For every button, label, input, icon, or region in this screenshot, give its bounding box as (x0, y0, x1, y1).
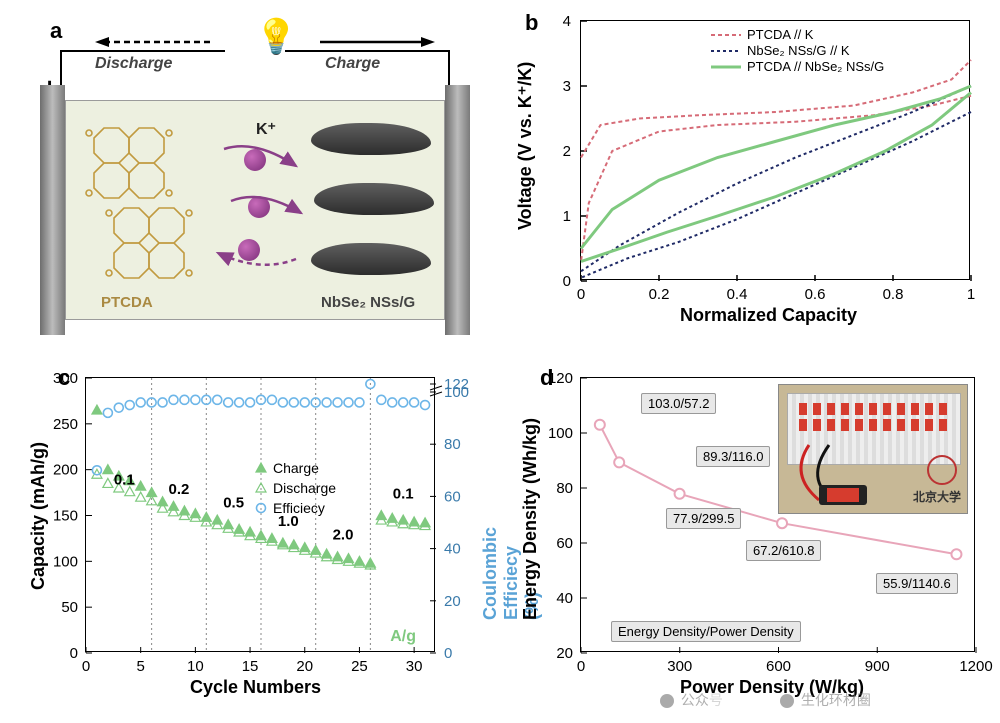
chart-b: 00.20.40.60.8101234PTCDA // KNbSe₂ NSs/G… (580, 20, 970, 280)
svg-text:40: 40 (556, 590, 573, 607)
ragone-tag: 55.9/1140.6 (876, 573, 958, 594)
circuit-top: 💡 Discharge Charge (60, 25, 450, 95)
svg-text:0: 0 (577, 658, 585, 675)
svg-text:2: 2 (563, 143, 571, 160)
ptcda-label: PTCDA (101, 294, 153, 311)
charge-text: Charge (325, 55, 380, 73)
svg-text:Charge: Charge (273, 460, 319, 476)
panel-b-ylabel: Voltage (V vs. K⁺/K) (515, 62, 536, 230)
svg-text:0: 0 (82, 658, 90, 675)
bulb-icon: 💡 (255, 17, 297, 57)
svg-text:0.4: 0.4 (727, 286, 748, 303)
svg-text:0.1: 0.1 (114, 472, 135, 489)
svg-text:PTCDA // K: PTCDA // K (747, 27, 814, 42)
svg-text:20: 20 (444, 593, 461, 610)
svg-text:40: 40 (444, 541, 461, 558)
ragone-tag: 89.3/116.0 (696, 446, 770, 467)
svg-text:0.2: 0.2 (169, 481, 190, 498)
discharge-text: Discharge (95, 55, 172, 73)
svg-text:Efficiecy: Efficiecy (273, 500, 325, 516)
svg-text:NbSe₂ NSs/G // K: NbSe₂ NSs/G // K (747, 43, 850, 58)
electrode-right (445, 85, 470, 335)
ragone-tag: 103.0/57.2 (641, 393, 716, 414)
ragone-footer: Energy Density/Power Density (611, 621, 801, 642)
svg-text:1: 1 (563, 208, 571, 225)
charge-arrow (315, 35, 435, 49)
panel-b: b 00.20.40.60.8101234PTCDA // KNbSe₂ NSs… (510, 10, 980, 330)
svg-text:1200: 1200 (959, 658, 992, 675)
inset-photo: 北京大学 (778, 384, 968, 514)
svg-text:0: 0 (444, 645, 452, 662)
inset-univ-label: 北京大学 (913, 488, 961, 505)
svg-text:0.6: 0.6 (805, 286, 826, 303)
nbse-layer-1 (311, 123, 431, 155)
svg-text:60: 60 (556, 535, 573, 552)
svg-text:A/g: A/g (390, 628, 416, 645)
watermark-right: 生化环材圈 (780, 690, 871, 710)
panel-d-ylabel: Energy Density (Wh/kg) (520, 418, 541, 620)
svg-text:250: 250 (53, 416, 78, 433)
svg-text:2.0: 2.0 (333, 527, 354, 544)
chart-c-svg: 0510152025300501001502002503000204060801… (86, 378, 436, 653)
svg-text:4: 4 (563, 13, 571, 30)
ion-arrows (206, 141, 316, 281)
panel-c-xlabel: Cycle Numbers (190, 677, 321, 698)
svg-text:150: 150 (53, 508, 78, 525)
svg-text:0.5: 0.5 (223, 495, 244, 512)
svg-text:20: 20 (556, 645, 573, 662)
ragone-tag: 77.9/299.5 (666, 508, 741, 529)
panel-b-label: b (525, 10, 538, 36)
svg-text:10: 10 (187, 658, 204, 675)
chart-c: 0510152025300501001502002503000204060801… (85, 377, 435, 652)
panel-c: c 05101520253005010015020025030002040608… (20, 365, 490, 715)
k-ion-label: K⁺ (256, 119, 276, 139)
svg-text:100: 100 (548, 425, 573, 442)
electrolyte-box: K⁺ PTCDA NbSe₂ NSs/G (65, 100, 445, 320)
ragone-tag: 67.2/610.8 (746, 540, 821, 561)
svg-text:0: 0 (563, 273, 571, 290)
svg-text:0.2: 0.2 (649, 286, 670, 303)
chart-d: 0300600900120020406080100120 北京大学 103.0/… (580, 377, 975, 652)
svg-text:0.8: 0.8 (883, 286, 904, 303)
watermark-left: 公众号 (660, 690, 723, 710)
svg-text:PTCDA // NbSe₂ NSs/G: PTCDA // NbSe₂ NSs/G (747, 59, 884, 74)
svg-text:Discharge: Discharge (273, 480, 336, 496)
svg-text:300: 300 (667, 658, 692, 675)
svg-text:300: 300 (53, 370, 78, 387)
svg-text:122: 122 (444, 376, 469, 393)
svg-text:20: 20 (296, 658, 313, 675)
svg-text:1: 1 (967, 286, 975, 303)
electrode-left (40, 85, 65, 335)
svg-text:60: 60 (444, 488, 461, 505)
svg-text:600: 600 (766, 658, 791, 675)
svg-text:30: 30 (406, 658, 423, 675)
discharge-arrow (95, 35, 215, 49)
svg-text:50: 50 (61, 599, 78, 616)
chart-b-svg: 00.20.40.60.8101234PTCDA // KNbSe₂ NSs/G… (581, 21, 971, 281)
svg-text:25: 25 (351, 658, 368, 675)
svg-text:120: 120 (548, 370, 573, 387)
panel-d: d 0300600900120020406080100120 北京大学 103.… (510, 365, 990, 715)
nbse-layer-3 (311, 243, 431, 275)
svg-text:80: 80 (444, 436, 461, 453)
svg-text:100: 100 (53, 553, 78, 570)
nbse-layer-2 (314, 183, 434, 215)
panel-a: a 💡 Discharge Charge + − (20, 10, 475, 330)
svg-text:5: 5 (137, 658, 145, 675)
svg-text:0: 0 (577, 286, 585, 303)
svg-text:80: 80 (556, 480, 573, 497)
svg-text:900: 900 (865, 658, 890, 675)
ptcda-molecule (74, 113, 214, 288)
panel-c-ylabel-left: Capacity (mAh/g) (28, 442, 49, 590)
nbse-label: NbSe₂ NSs/G (321, 294, 415, 311)
svg-text:0: 0 (70, 645, 78, 662)
svg-text:0.1: 0.1 (393, 485, 414, 502)
panel-b-xlabel: Normalized Capacity (680, 305, 857, 326)
svg-text:15: 15 (242, 658, 259, 675)
svg-text:3: 3 (563, 78, 571, 95)
svg-text:200: 200 (53, 462, 78, 479)
